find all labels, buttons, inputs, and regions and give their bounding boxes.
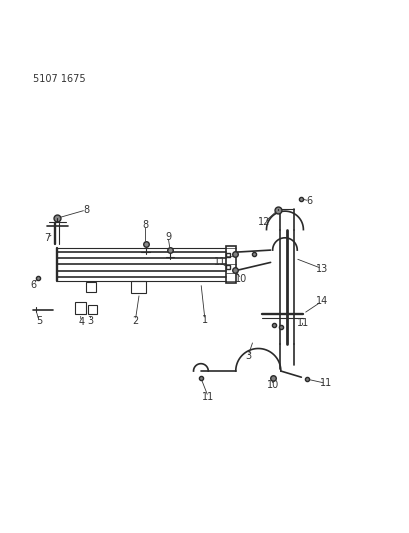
Bar — [86, 281, 96, 292]
Text: 12: 12 — [258, 217, 270, 227]
Text: 2: 2 — [132, 316, 138, 326]
Text: 5107 1675: 5107 1675 — [33, 74, 85, 84]
Text: 11: 11 — [213, 257, 225, 268]
Text: 11: 11 — [296, 318, 308, 328]
Text: 7: 7 — [44, 233, 50, 243]
Text: 5: 5 — [36, 316, 42, 326]
Text: 8: 8 — [142, 221, 148, 230]
Text: 3: 3 — [87, 316, 93, 326]
Text: 4: 4 — [78, 317, 84, 327]
Text: 13: 13 — [315, 263, 327, 273]
Text: 1: 1 — [202, 315, 207, 325]
Text: 6: 6 — [31, 279, 36, 289]
Text: 11: 11 — [202, 392, 214, 402]
Text: 11: 11 — [319, 378, 331, 389]
Text: 10: 10 — [234, 274, 247, 284]
Text: 6: 6 — [306, 196, 312, 206]
Bar — [88, 305, 97, 313]
Text: 9: 9 — [165, 232, 171, 242]
Text: 8: 8 — [83, 205, 89, 215]
Text: 14: 14 — [315, 296, 327, 306]
Bar — [131, 281, 145, 293]
Bar — [74, 302, 86, 313]
Text: 3: 3 — [245, 351, 250, 361]
Text: 10: 10 — [266, 381, 278, 390]
